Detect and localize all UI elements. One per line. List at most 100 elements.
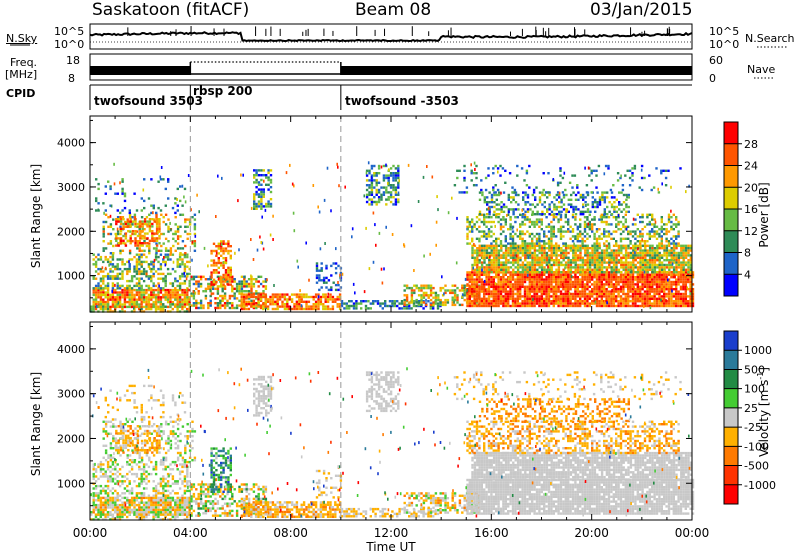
pow-cell [521,273,524,276]
pow-cell [540,263,544,267]
pow-cell [689,297,692,300]
pow-cell [126,293,129,297]
pow-cell [672,240,675,243]
pow-cell [572,208,575,211]
pow-cell [670,266,673,269]
pow-cell [596,271,599,274]
pow-cell [233,278,236,281]
pow-cell [582,203,585,206]
pow-cell [564,249,568,252]
pow-cell [643,276,647,279]
pow-cell [94,287,98,290]
pow-cell [116,258,119,261]
pow-cell [227,249,230,253]
pow-cell [176,265,179,268]
pow-cell [552,280,555,284]
pow-cell [663,244,666,247]
pow-cell [485,280,488,284]
pow-cell [155,232,159,235]
pow-cell [497,304,500,308]
pow-cell [514,208,518,211]
pow-cell [552,302,555,305]
pow-cell [670,273,673,276]
pow-cell [133,300,136,304]
pow-cell [488,251,491,255]
pow-cell [677,283,680,286]
pow-cell [571,280,575,284]
pow-cell [505,205,508,209]
pow-cell [538,280,541,284]
pow-cell [610,249,613,252]
pow-cell [581,232,584,236]
pow-cell [600,216,603,219]
pow-cell [111,282,115,285]
pow-cell [382,164,386,168]
pow-cell [164,296,167,299]
pow-cell [627,237,630,240]
pow-cell [405,296,409,299]
pow-cell [591,261,594,264]
pow-cell [499,225,503,228]
pow-cell [574,280,577,284]
pow-cell [509,256,513,259]
pow-cell [622,223,625,226]
pow-cell [574,302,577,305]
pow-cell [677,302,680,305]
pow-cell [627,283,630,286]
pow-cell [255,171,258,174]
pow-cell [142,291,146,294]
pow-cell [522,198,525,201]
pow-cell [490,302,493,305]
pow-cell [226,299,229,302]
pow-cell [555,198,558,201]
pow-cell [536,256,539,259]
pow-cell [224,273,228,277]
pow-cell [538,256,541,259]
pow-cell [382,186,386,189]
pow-cell [164,253,167,256]
pow-cell [480,235,483,238]
pow-cell [255,193,258,196]
pow-cell [514,254,517,257]
pow-cell [639,235,642,238]
pow-cell [497,278,500,281]
pow-cell [576,302,579,305]
pow-cell [116,265,119,268]
pow-cell [109,293,112,297]
pow-cell [550,242,553,245]
pow-cell [126,296,129,299]
pow-cell [317,307,320,311]
pow-cell [536,259,539,262]
pow-cell [559,232,563,236]
pow-cell [174,232,177,236]
pow-cell [124,225,127,228]
pow-cell [528,302,531,305]
pow-cell [471,249,474,252]
pow-cell [607,235,611,238]
pow-cell [97,296,100,299]
pow-cell [560,249,563,252]
pow-cell [138,272,141,276]
pow-cell [603,295,606,298]
pow-cell [636,292,639,296]
pow-cell [648,300,651,303]
pow-cell [106,277,110,280]
pow-cell [131,220,135,223]
pow-cell [572,251,575,255]
pow-cell [521,271,525,274]
pow-cell [636,276,639,279]
pow-cell [250,285,253,288]
pow-cell [562,193,566,197]
pow-cell [215,269,218,272]
pow-cell [691,283,695,286]
pow-cell [584,263,587,267]
pow-cell [540,247,544,250]
pow-cell [233,297,236,300]
pow-cell [509,254,513,257]
pow-cell [471,247,474,250]
pow-cell [392,196,395,199]
pow-cell [330,288,333,292]
pow-cell [533,285,536,288]
pow-cell [639,268,642,271]
pow-cell [106,287,110,290]
